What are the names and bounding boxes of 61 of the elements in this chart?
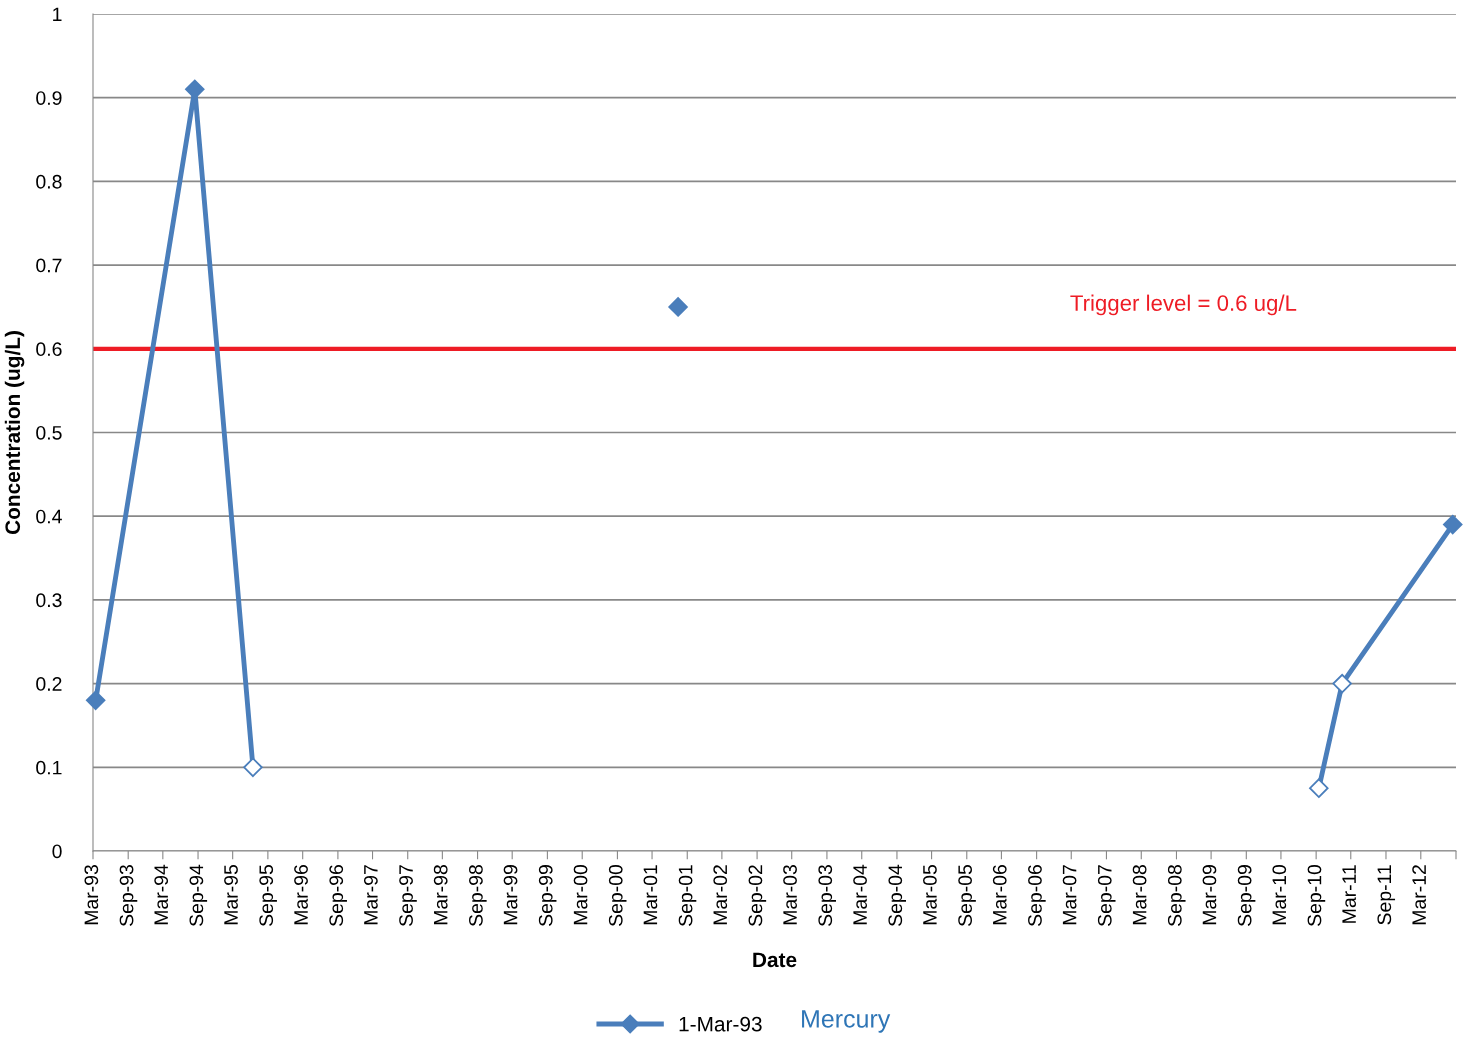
x-tick-label: Sep-10 (1307, 864, 1326, 927)
y-tick-label: 0.3 (36, 593, 62, 608)
x-tick-label: Mar-94 (154, 864, 169, 925)
x-tick-label: Mar-96 (294, 865, 308, 925)
x-tick-label: Sep-04 (888, 864, 907, 927)
y-tick-label: 1 (53, 7, 62, 22)
x-tick-label: Sep-06 (1028, 865, 1046, 927)
x-tick-label: Mar-06 (992, 865, 1007, 925)
x-tick-label: Sep-98 (469, 865, 487, 927)
x-tick-label: Mar-95 (224, 865, 238, 925)
x-tick-label: Sep-95 (259, 865, 277, 927)
x-tick-label: Mar-04 (853, 864, 867, 925)
x-tick-label: Sep-05 (958, 865, 976, 927)
x-tick-label: Mar-03 (783, 865, 797, 925)
x-tick-label: Mar-99 (503, 865, 518, 925)
x-tick-label: Sep-93 (119, 865, 138, 927)
y-tick-label: 0.6 (36, 342, 62, 357)
x-tick-label: Sep-97 (399, 865, 417, 927)
x-tick-label: Mar-10 (1272, 864, 1287, 925)
y-tick-label: 0.9 (36, 91, 62, 105)
x-tick-label: Sep-01 (678, 865, 697, 927)
y-axis-title: Concentration (ug/L) (4, 331, 25, 535)
x-axis-title: Date (753, 952, 797, 968)
y-tick-label: 0.5 (36, 425, 62, 440)
x-tick-label: Sep-00 (608, 864, 627, 927)
x-tick-label: Sep-94 (189, 864, 208, 927)
x-tick-label: Sep-07 (1097, 865, 1116, 927)
x-tick-label: Mar-00 (573, 864, 588, 925)
y-tick-label: 0.1 (36, 760, 62, 775)
point (668, 297, 688, 317)
x-tick-label: Sep-99 (538, 865, 557, 927)
y-tick-label: 0 (52, 844, 62, 859)
x-tick-label: Mar-93 (84, 865, 99, 925)
x-tick-label: Sep-96 (329, 865, 347, 927)
y-tick-label: 0.7 (36, 258, 62, 273)
x-tick-label: Sep-09 (1237, 865, 1256, 927)
point (1332, 673, 1352, 694)
y-tick-label: 0.8 (36, 174, 62, 189)
point (243, 757, 263, 778)
x-tick-label: Sep-11 (1377, 865, 1396, 925)
x-tick-label: Mar-07 (1062, 865, 1077, 925)
x-tick-label: Mar-98 (433, 865, 448, 925)
x-tick-label: Mar-01 (643, 865, 658, 925)
point (185, 79, 205, 100)
y-tick-label: 0.4 (36, 509, 62, 524)
x-tick-label: Mar-97 (363, 865, 378, 925)
x-tick-label: Mar-12 (1412, 865, 1427, 925)
text: Mercury (802, 1010, 891, 1033)
x-tick-label: Mar-11 (1342, 865, 1356, 923)
x-tick-label: Mar-02 (713, 865, 728, 925)
x-tick-label: Mar-09 (1202, 865, 1217, 925)
legend-label: 1-Mar-93 (679, 1016, 762, 1032)
y-tick-label: 0.2 (36, 677, 62, 691)
x-tick-label: Mar-05 (923, 865, 937, 925)
x-tick-label: Sep-03 (818, 865, 836, 927)
ref-line-label: Trigger level = 0.6 ug/L (1070, 294, 1297, 316)
x-tick-label: Mar-08 (1132, 865, 1147, 925)
x-tick-label: Sep-02 (748, 865, 767, 927)
point (1309, 778, 1329, 798)
point (1443, 514, 1463, 535)
x-tick-label: Sep-08 (1167, 865, 1186, 927)
